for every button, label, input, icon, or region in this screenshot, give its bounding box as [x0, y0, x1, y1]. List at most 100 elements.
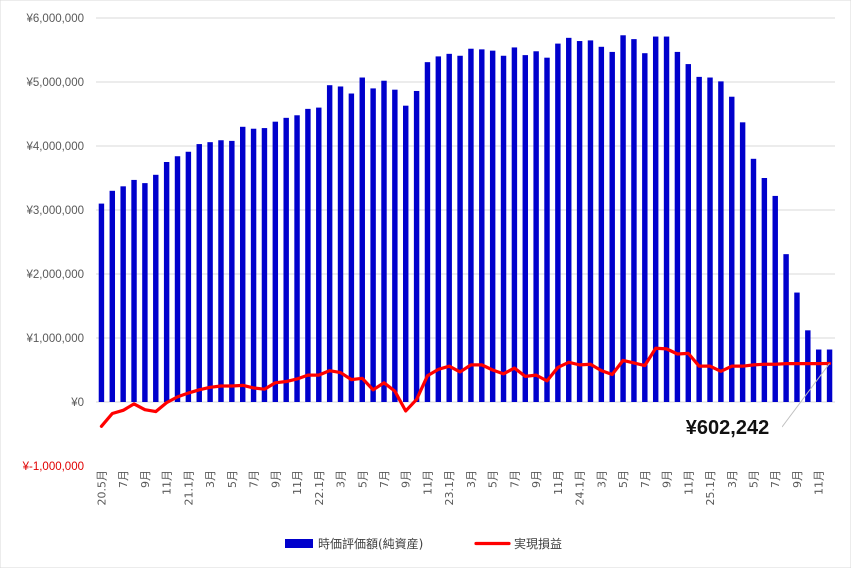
bar [120, 186, 126, 402]
bar [109, 190, 116, 402]
x-tick-label: 5月 [617, 470, 630, 488]
callout-leader-line [781, 363, 830, 428]
x-tick-label: 21.1月 [182, 470, 195, 506]
x-tick-label: 3月 [335, 470, 348, 488]
bar [533, 51, 539, 402]
bar [718, 81, 724, 403]
x-tick-label: 9月 [139, 470, 152, 488]
y-tick-label: ¥4,000,000 [25, 141, 84, 153]
bar [381, 80, 387, 402]
bar [250, 128, 257, 402]
x-tick-label: 3月 [595, 470, 608, 488]
bar [620, 35, 626, 402]
bar [229, 140, 235, 402]
x-tick-label: 24.1月 [574, 470, 587, 506]
bar [240, 126, 246, 403]
x-tick-label: 11月 [682, 470, 695, 495]
bar [370, 88, 376, 403]
bar [826, 349, 833, 402]
bar [772, 195, 778, 402]
x-tick-label: 7月 [378, 470, 391, 488]
bar-series [98, 35, 833, 403]
legend-label-bars: 時価評価額(純資産) [318, 536, 423, 551]
bar [479, 49, 485, 403]
bar [729, 96, 735, 402]
x-tick-label: 9月 [400, 470, 413, 488]
y-tick-label: ¥5,000,000 [25, 77, 84, 89]
bar [707, 77, 713, 403]
bar [261, 128, 268, 402]
bar [98, 203, 105, 402]
bar [489, 50, 496, 402]
bar [218, 140, 224, 403]
bar [294, 115, 300, 402]
x-tick-label: 11月 [813, 470, 826, 495]
bar [468, 48, 474, 402]
bar [544, 57, 550, 403]
x-axis: 20.5月 7月 9月 11月 21.1月 3月 5月 7月 9月 11月 22.1月 3月 5月 7月 9… [95, 470, 825, 506]
bar [424, 62, 431, 402]
bar [500, 55, 507, 402]
bar [805, 330, 811, 402]
bar [185, 151, 192, 402]
x-tick-label: 7月 [117, 470, 130, 488]
line-series [99, 346, 832, 428]
y-tick-label: ¥0 [70, 397, 84, 409]
y-tick-label: ¥1,000,000 [25, 333, 84, 345]
bar [435, 56, 442, 403]
x-tick-label: 23.1月 [443, 470, 456, 506]
bar [566, 37, 572, 403]
bar [392, 89, 398, 403]
callout-box [673, 408, 782, 446]
bar [750, 158, 757, 402]
bar [326, 85, 333, 402]
bar [142, 183, 148, 402]
bar [555, 43, 561, 402]
x-tick-label: 5月 [747, 470, 760, 488]
x-tick-label: 20.5月 [95, 470, 108, 506]
bar [348, 93, 355, 403]
y-tick-label: ¥6,000,000 [25, 13, 84, 25]
x-tick-label: 11月 [161, 470, 174, 495]
x-tick-label: 3月 [726, 470, 739, 488]
legend: 時価評価額(純資産) 実現損益 [285, 536, 562, 551]
bar [794, 292, 800, 402]
x-tick-label: 3月 [465, 470, 478, 488]
bar [163, 162, 170, 402]
x-tick-label: 9月 [269, 470, 282, 488]
x-tick-label: 22.1月 [313, 470, 326, 506]
bar [739, 122, 746, 402]
bar [457, 55, 463, 402]
bar [685, 64, 691, 402]
bar [153, 174, 159, 402]
x-tick-label: 11月 [552, 470, 565, 495]
bar [663, 36, 670, 403]
x-tick-label: 7月 [508, 470, 521, 488]
bar [587, 40, 594, 403]
bar [446, 53, 452, 403]
x-tick-label: 9月 [530, 470, 543, 488]
x-tick-label: 11月 [421, 470, 434, 495]
bar [652, 36, 659, 403]
bar [413, 90, 420, 403]
y-tick-label: ¥2,000,000 [25, 269, 84, 281]
bar [403, 105, 409, 403]
x-tick-label: 7月 [248, 470, 261, 488]
x-tick-label: 5月 [356, 470, 369, 488]
bar [522, 55, 528, 403]
bar [576, 41, 583, 402]
y-tick-label: ¥-1,000,000 [22, 461, 84, 473]
x-tick-label: 7月 [639, 470, 652, 488]
bar [631, 39, 637, 403]
bar [674, 51, 681, 403]
y-axis: ¥-1,000,000 ¥0 ¥1,000,000 ¥2,000,000 ¥3,000,… [22, 13, 84, 473]
bar [316, 107, 322, 402]
legend-swatch-bars [285, 539, 313, 548]
x-tick-label: 7月 [769, 470, 782, 488]
bar [337, 86, 344, 402]
x-tick-label: 11月 [291, 470, 304, 495]
y-tick-label: ¥3,000,000 [25, 205, 84, 217]
bar [196, 144, 202, 402]
